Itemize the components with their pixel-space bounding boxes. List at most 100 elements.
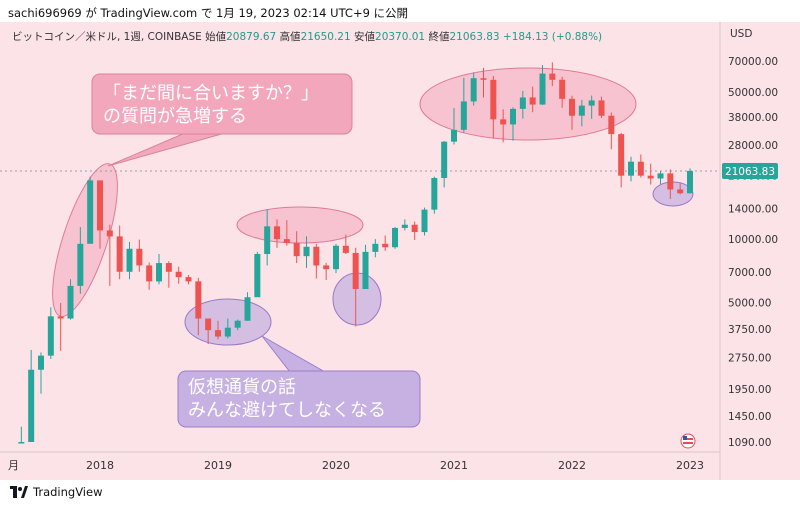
candle-body: [667, 173, 674, 190]
candle-body: [352, 252, 359, 289]
candle-body: [382, 243, 389, 248]
y-tick-label: 5000.00: [728, 298, 771, 310]
candle-body: [598, 100, 605, 116]
price-axis: 70000.0050000.0038000.0028000.0020000.00…: [728, 56, 778, 449]
time-axis: 月 2018 2019 2020 2021 2022 2023: [8, 459, 704, 472]
x-tick-label: 2018: [86, 459, 114, 472]
candle-body: [234, 320, 241, 328]
callout-top-line1: 「まだ間に合いますか？」: [103, 83, 319, 104]
candle-body: [451, 129, 457, 142]
candle-body: [97, 180, 103, 231]
candle-body: [372, 243, 379, 252]
close-value: 21063.83: [449, 31, 500, 43]
candle-body: [185, 277, 192, 282]
symbol-name[interactable]: ビットコイン／米ドル, 1週, COINBASE: [12, 31, 202, 43]
open-value: 20879.67: [226, 31, 277, 43]
candle-body: [529, 97, 536, 105]
close-label: 終値: [428, 31, 450, 43]
candle-body: [421, 209, 428, 233]
y-tick-label: 1090.00: [728, 437, 771, 449]
us-flag-stripe: [683, 442, 693, 444]
candle-body: [687, 170, 693, 194]
x-tick-label: 2019: [204, 459, 232, 472]
currency-label[interactable]: USD: [730, 28, 753, 40]
candle-body: [431, 177, 438, 210]
candle-body: [569, 98, 575, 116]
x-tick-label: 2022: [558, 459, 586, 472]
candle-body: [57, 316, 64, 319]
candle-body: [401, 224, 408, 228]
y-tick-label: 70000.00: [728, 56, 778, 68]
candle-body: [411, 224, 418, 233]
open-label: 始値: [205, 31, 227, 43]
candle-body: [293, 242, 300, 257]
publisher-credit: sachi696969 が TradingView.com で 1月 19, 2…: [8, 6, 409, 20]
callout-bottom-line1: 仮想通貨の話: [188, 377, 296, 398]
candle-body: [106, 230, 113, 237]
candle-body: [274, 226, 280, 240]
price-chart[interactable]: 70000.0050000.0038000.0028000.0020000.00…: [0, 0, 800, 480]
last-price-tag-bg: [722, 163, 778, 179]
candle-body: [500, 119, 507, 125]
candle-body: [362, 251, 369, 289]
candle-body: [175, 271, 182, 278]
candle-body: [342, 245, 349, 253]
candle-body: [549, 73, 556, 80]
candle-body: [657, 173, 664, 179]
callout-top-line2: の質問が急増する: [103, 106, 247, 127]
candle-body: [254, 253, 261, 298]
candles-group: [18, 62, 693, 444]
highlight-2019-peak: [236, 206, 364, 244]
candle-body: [38, 355, 44, 370]
y-tick-label: 2750.00: [728, 352, 771, 364]
y-tick-label: 38000.00: [728, 112, 778, 124]
candle-body: [116, 236, 123, 272]
candle-body: [47, 316, 54, 356]
candle-body: [333, 245, 339, 270]
callout-top-box: [91, 73, 353, 135]
x-tick-label: 2023: [676, 459, 704, 472]
candle-body: [156, 263, 162, 282]
candle-body: [264, 226, 271, 254]
x-tick-label: 2021: [440, 459, 468, 472]
y-tick-label: 14000.00: [728, 203, 778, 215]
candle-body: [205, 318, 212, 331]
candle-body: [519, 97, 526, 109]
candle-body: [608, 115, 615, 135]
callout-bottom-box: [177, 370, 421, 428]
candle-body: [283, 239, 290, 243]
symbol-legend: ビットコイン／米ドル, 1週, COINBASE 始値20879.67 高値21…: [12, 29, 602, 44]
candle-body: [244, 297, 251, 321]
change-value: +184.13 (+0.88%): [502, 31, 603, 43]
candle-body: [588, 100, 595, 106]
high-value: 21650.21: [300, 31, 351, 43]
y-tick-label: 10000.00: [728, 234, 778, 246]
candle-body: [618, 134, 625, 176]
candle-body: [441, 141, 448, 178]
tradingview-brand: TradingView: [33, 485, 103, 499]
high-label: 高値: [279, 31, 301, 43]
candle-body: [480, 78, 487, 80]
candle-body: [637, 161, 644, 176]
last-price-tag: 21063.83: [725, 166, 775, 178]
callout-top-pointer: [107, 132, 226, 167]
candle-body: [126, 248, 133, 272]
candle-body: [392, 227, 398, 248]
candle-body: [215, 330, 221, 337]
low-value: 20370.01: [375, 31, 426, 43]
candle-body: [490, 79, 497, 120]
us-flag-stripe: [683, 438, 693, 440]
low-label: 安値: [354, 31, 376, 43]
candle-body: [195, 281, 202, 319]
callout-bottom-line2: みんな避けてしなくなる: [188, 400, 386, 421]
y-tick-label: 3750.00: [728, 324, 771, 336]
y-tick-label: 50000.00: [728, 87, 778, 99]
tradingview-logo[interactable]: TradingView: [10, 485, 102, 499]
candle-body: [303, 246, 310, 257]
y-tick-label: 7000.00: [728, 267, 771, 279]
candle-body: [677, 189, 684, 194]
x-tick-label: 2020: [322, 459, 350, 472]
candle-body: [146, 265, 153, 282]
candle-body: [28, 369, 35, 442]
y-tick-label: 1450.00: [728, 411, 771, 423]
